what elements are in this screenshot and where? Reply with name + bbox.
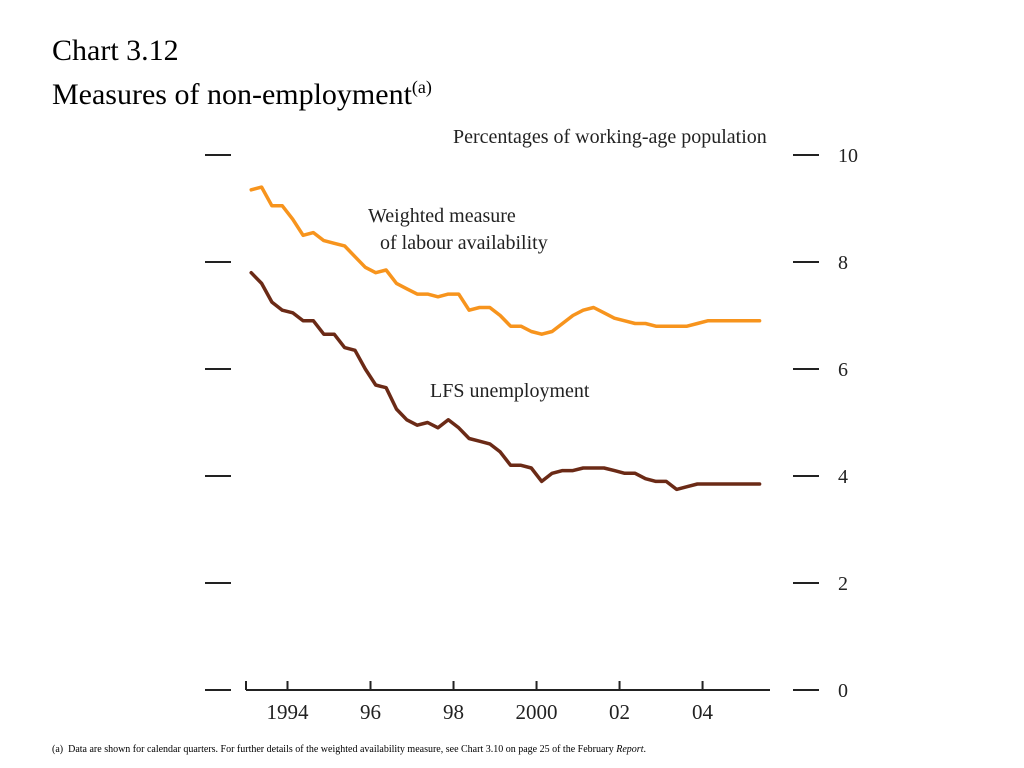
y-tick-label-4: 4 xyxy=(838,466,848,488)
y-tick-label-2: 2 xyxy=(838,573,848,595)
footnote-marker: (a) xyxy=(52,744,64,755)
y-tick-label-8: 8 xyxy=(838,252,848,274)
footnote-italic: Report xyxy=(616,744,644,755)
series-label-lfs: LFS unemployment xyxy=(430,380,590,402)
series-label-weighted-line-1: Weighted measure xyxy=(368,205,516,227)
left-axis-ticks xyxy=(205,154,231,691)
series-line-lfs-unemployment xyxy=(249,270,762,492)
footnote-end: . xyxy=(643,744,646,755)
x-tick-label-04: 04 xyxy=(692,700,714,724)
x-tick-label-1994: 1994 xyxy=(267,700,310,724)
x-tick-label-96: 96 xyxy=(360,700,381,724)
x-tick-label-98: 98 xyxy=(443,700,464,724)
series-label-weighted-line-2: of labour availability xyxy=(380,232,548,254)
y-tick-label-10: 10 xyxy=(838,145,858,167)
title-note-marker: (a) xyxy=(411,77,432,97)
series-lines xyxy=(249,185,762,492)
footnote-text: Data are shown for calendar quarters. Fo… xyxy=(68,744,617,755)
y-tick-label-6: 6 xyxy=(838,359,848,381)
chart-title-text: Measures of non-employment xyxy=(52,78,412,111)
units-label: Percentages of working-age population xyxy=(453,126,767,148)
series-line-weighted-measure xyxy=(249,185,762,336)
right-axis-ticks: 0 2 4 6 8 10 xyxy=(793,145,858,702)
chart-title: Measures of non-employment(a) xyxy=(52,69,432,113)
x-tick-label-02: 02 xyxy=(609,700,630,724)
footnote: (a) Data are shown for calendar quarters… xyxy=(52,744,646,755)
x-tick-label-2000: 2000 xyxy=(516,700,558,724)
series-label-weighted: Weighted measure of labour availability xyxy=(368,205,548,254)
y-tick-label-0: 0 xyxy=(838,680,848,702)
chart-title-block: Chart 3.12 Measures of non-employment(a) xyxy=(52,32,432,113)
x-axis: 1994 96 98 2000 02 04 xyxy=(245,681,770,724)
chart-number: Chart 3.12 xyxy=(52,34,179,67)
